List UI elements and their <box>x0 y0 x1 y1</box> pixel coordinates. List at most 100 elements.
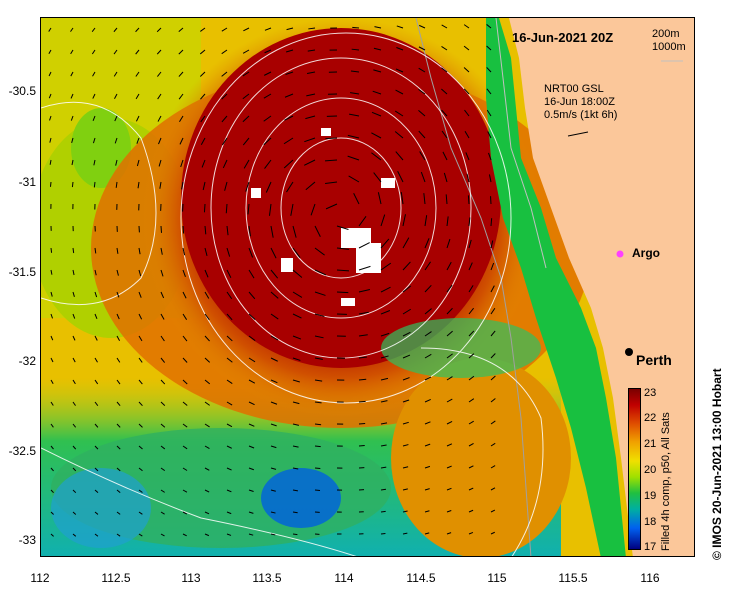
velocity-arrow <box>50 247 53 253</box>
velocity-arrow <box>380 400 388 403</box>
velocity-arrow <box>92 137 96 144</box>
colorbar-tick: 17 <box>644 541 657 553</box>
velocity-arrow <box>138 511 143 515</box>
velocity-arrow <box>463 67 470 73</box>
velocity-arrow <box>94 269 97 276</box>
velocity-arrow <box>314 445 321 448</box>
velocity-arrow <box>358 215 367 227</box>
velocity-arrow <box>468 285 474 293</box>
velocity-arrow <box>222 137 228 146</box>
velocity-arrow <box>49 159 52 165</box>
velocity-arrow <box>446 532 452 535</box>
velocity-arrow <box>490 262 495 271</box>
depth-legend-200m: 200m <box>652 28 680 40</box>
velocity-arrow <box>160 357 166 363</box>
velocity-arrow <box>136 137 140 144</box>
velocity-arrow <box>490 398 496 403</box>
velocity-arrow <box>160 379 166 385</box>
velocity-arrow <box>292 247 301 258</box>
velocity-arrow <box>50 511 54 515</box>
velocity-arrow <box>49 181 52 187</box>
velocity-arrow <box>467 195 470 205</box>
velocity-arrow <box>396 47 404 51</box>
velocity-arrow <box>72 467 77 472</box>
velocity-arrow <box>71 159 74 166</box>
velocity-arrow <box>226 445 232 449</box>
velocity-arrow <box>336 247 349 250</box>
velocity-arrow <box>160 291 165 299</box>
velocity-arrow <box>395 151 404 161</box>
velocity-arrow <box>468 375 475 381</box>
velocity-arrow <box>424 443 431 447</box>
velocity-arrow <box>424 331 432 337</box>
velocity-arrow <box>72 445 77 450</box>
velocity-arrow <box>402 237 410 249</box>
velocity-arrow <box>114 137 118 144</box>
velocity-arrow <box>446 487 452 491</box>
velocity-arrow <box>91 49 96 55</box>
velocity-arrow <box>199 49 206 55</box>
velocity-arrow <box>226 225 229 236</box>
velocity-arrow <box>358 356 367 359</box>
velocity-arrow <box>424 215 428 227</box>
velocity-arrow <box>468 420 474 425</box>
velocity-arrow <box>116 291 120 298</box>
velocity-arrow <box>116 511 121 515</box>
velocity-arrow <box>418 130 426 139</box>
velocity-arrow <box>137 181 140 189</box>
velocity-arrow <box>264 49 272 54</box>
velocity-arrow <box>270 269 279 279</box>
velocity-arrow <box>424 398 431 403</box>
velocity-arrow <box>248 247 254 258</box>
velocity-arrow <box>225 203 228 214</box>
velocity-arrow <box>50 489 54 494</box>
velocity-arrow <box>446 353 453 359</box>
velocity-arrow <box>159 181 162 189</box>
velocity-arrow <box>49 115 52 121</box>
velocity-arrow <box>347 134 360 139</box>
velocity-arrow <box>486 45 492 51</box>
velocity-arrow <box>424 421 431 425</box>
velocity-arrow <box>221 115 228 123</box>
velocity-arrow <box>304 137 316 143</box>
velocity-arrow <box>468 262 473 271</box>
velocity-arrow <box>135 71 140 77</box>
velocity-arrow <box>402 308 411 315</box>
x-tick: 112 <box>30 571 50 585</box>
velocity-arrow <box>352 26 360 29</box>
velocity-arrow <box>94 401 99 406</box>
velocity-arrow <box>488 174 492 183</box>
velocity-arrow <box>380 238 390 249</box>
x-tick: 112.5 <box>101 571 131 585</box>
velocity-arrow <box>283 159 294 169</box>
velocity-arrow <box>160 401 166 407</box>
velocity-arrow <box>446 398 453 403</box>
velocity-arrow <box>446 510 452 513</box>
velocity-arrow <box>490 307 496 315</box>
velocity-arrow <box>358 289 371 293</box>
velocity-arrow <box>402 331 411 337</box>
velocity-arrow <box>395 68 404 73</box>
velocity-arrow <box>204 291 210 299</box>
velocity-arrow <box>314 247 325 256</box>
velocity-arrow <box>424 353 432 359</box>
velocity-arrow <box>351 48 360 51</box>
velocity-arrow <box>441 109 448 117</box>
velocity-arrow <box>182 269 186 277</box>
velocity-arrow <box>349 113 360 117</box>
velocity-arrow <box>226 313 233 321</box>
velocity-arrow <box>157 93 162 100</box>
velocity-arrow <box>306 71 316 74</box>
velocity-arrow <box>402 466 409 469</box>
velocity-arrow <box>264 159 272 169</box>
velocity-arrow <box>424 308 432 315</box>
velocity-arrow <box>48 71 52 77</box>
velocity-arrow <box>116 401 121 407</box>
velocity-arrow <box>94 313 98 320</box>
velocity-arrow <box>418 67 426 73</box>
velocity-arrow <box>270 511 276 514</box>
x-tick: 114 <box>334 571 354 585</box>
velocity-arrow <box>314 379 323 382</box>
velocity-arrow <box>138 401 143 407</box>
velocity-arrow <box>371 111 382 117</box>
